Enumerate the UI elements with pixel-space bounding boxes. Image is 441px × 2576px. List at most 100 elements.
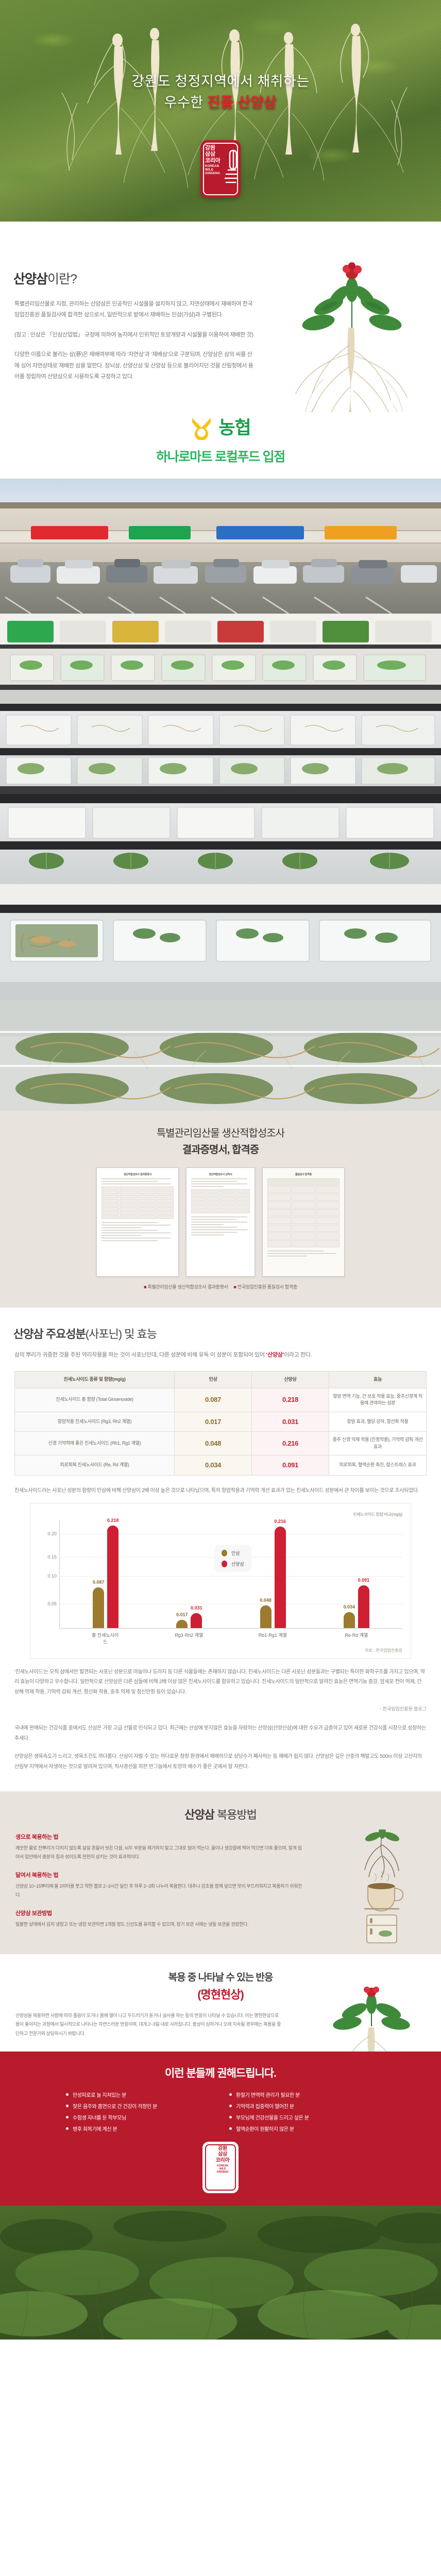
reaction-heading-bold: 복용 중 [168, 1972, 197, 1983]
chart-x-labels: 총 진세노사이드 Rg3·Rh2 계열 Rb1·Rg1 계열 Re·Rd 계열 [59, 1629, 402, 1645]
component-heading-bold: 산양삼 주요성분 [13, 1327, 86, 1341]
cert-doc-1-title: 생산적합성조사 결과증명서 [124, 1173, 151, 1176]
recommend-badge-border [205, 2144, 236, 2191]
forest-floor [0, 2211, 441, 2340]
storage-box-icon [366, 1914, 397, 1944]
article-source: - 한국임업진흥원 블로그 [380, 1706, 427, 1712]
bar-sanyangsam-2: 0.216 [274, 1519, 286, 1628]
badge-en-line-1: KOREAN [205, 164, 219, 168]
chart-title: 진세노사이드 함량 비교(mg/g) [353, 1512, 402, 1517]
article-paragraph-1: ‘진세노사이드’는 오직 삼에서만 발견되는 사포닌 성분으로 마늘이나 도라지… [14, 1669, 425, 1695]
bar-label-insam-0: 0.087 [92, 1579, 105, 1585]
row-2-name: 신경 기억력에 좋은 진세노사이드 (Rb1, Rg1 계열) [14, 1431, 175, 1456]
chart-group-2: 0.048 0.216 [260, 1519, 286, 1628]
nonghyup-section: 농협 하나로마트 로컬푸드 입점 [0, 412, 441, 479]
article-paragraph-2: 국내에 판매되는 건강식품 중에서도 산삼은 가장 고급 선물로 인식되고 있다… [14, 1725, 426, 1741]
recommend-heading: 이런 분들께 권해드립니다. [164, 2067, 277, 2080]
chart-ytick-2: 0.15 [47, 1554, 57, 1560]
component-note: 진세노사이드라는 사포닌 성분의 함량이 인삼에 비해 산양삼이 2배 이상 높… [14, 1487, 419, 1494]
howto-title-0: 생으로 복용하는 법 [15, 1834, 59, 1841]
chart-source: 자료 : 한국임업진흥원 [365, 1648, 402, 1653]
row-2-note: 중추 신경 억제 작용 (진정작용), 기억력 감퇴 개선 효과 [329, 1431, 427, 1456]
product-detail-page: 강원도 청정지역에서 채취하는 우수한 진품 산양삼 강원 삼삼 코리아 KOR… [0, 0, 441, 2340]
badge-ko-line-3: 코리아 [205, 157, 220, 164]
intro-section: 산양삼이란? 특별관리임산물로 지정, 관리하는 산양삼은 인공적인 시설물을 … [0, 222, 441, 412]
ginseng-display-case [0, 884, 441, 1000]
reaction-body: 산양삼을 복용하면 사람에 따라 졸음이 오거나 몸에 열이 나고 두드러기가 … [15, 2012, 281, 2036]
chart-ytick-0: 0.10 [47, 1573, 57, 1579]
cert-caption-text-2: 전국임업진흥원 품질검사 합격증 [237, 1284, 297, 1290]
bar-label-sanyangsam-3: 0.091 [358, 1577, 370, 1583]
bar-label-insam-1: 0.017 [176, 1612, 188, 1618]
component-section: 산양삼 주요성분(사포닌) 및 효능 삼의 뿌리가 귀중한 것을 주된 약리작용… [0, 1307, 441, 1792]
recommend-badge-en-2: GINSENG [216, 2170, 229, 2174]
nonghyup-subtitle: 하나로마트 로컬푸드 입점 [156, 449, 285, 464]
intro-heading-rest: 이란? [47, 272, 77, 286]
recommend-item-7: 혈액순환이 원활하지 않은 분 [229, 2125, 375, 2132]
recommend-list: 만성피로로 늘 지쳐있는 분 환절기 면역력 관리가 필요한 분 잦은 음주와 … [66, 2091, 375, 2132]
badge-border [203, 143, 238, 195]
component-lead-tail: 이라고 한다. [284, 1351, 312, 1358]
nonghyup-logo: 농협 [0, 416, 441, 440]
chart-xtick-2: Rb1·Rg1 계열 [258, 1632, 287, 1638]
chart-plot-area: 0.10 0.05 0.15 0.20 0.087 0.218 0.017 0.… [47, 1518, 402, 1629]
recommend-badge-ko-0: 강원 [218, 2146, 227, 2152]
howto-body-0: 깨끗한 물로 잔뿌리가 다치지 않도록 살살 흔들어 씻은 다음, 뇌두 부분을… [15, 1845, 302, 1860]
chart-bars: 0.087 0.218 0.017 0.031 0.048 0.216 0.03… [60, 1518, 402, 1628]
legend-item-sanyangsam: 산양삼 [222, 1560, 244, 1567]
recommend-badge-ko-1: 삼삼 [218, 2151, 227, 2158]
row-2-value-insam: 0.048 [174, 1431, 252, 1456]
store-roof [0, 502, 441, 509]
row-1-name: 항암작용 진세노사이드 (Rg3, Rh2 계열) [14, 1411, 175, 1432]
intro-paragraph-3: 다양한 이름으로 불리는 삼(蔘)은 재배여부에 따라 ‘자연삼’과 ‘재배삼’… [14, 351, 253, 380]
chart-ytick-3: 0.20 [47, 1531, 57, 1536]
bar-insam-0: 0.087 [93, 1580, 104, 1628]
component-lead: 삼의 뿌리가 귀중한 것을 주된 약리작용을 하는 것이 사포닌인데, 다른 성… [14, 1350, 427, 1361]
cert-caption-text: 특별관리임산물 생산적합성조사 결과증명서 [147, 1284, 228, 1290]
table-row: 신경 기억력에 좋은 진세노사이드 (Rb1, Rg1 계열) 0.048 0.… [14, 1431, 427, 1456]
row-3-note: 피로회복, 혈액순환 촉진, 항스트레스 효과 [329, 1455, 427, 1476]
recommend-section: 이런 분들께 권해드립니다. 만성피로로 늘 지쳐있는 분 환절기 면역력 관리… [0, 2052, 441, 2206]
intro-body: 특별관리임산물로 지정, 관리하는 산양삼은 인공적인 시설물을 설치하지 않고… [14, 299, 257, 383]
forest-footer-photo [0, 2206, 441, 2340]
howto-body-1: 산양삼 10~15뿌리에 물 2리터를 붓고 약한 불로 2~3시간 달인 후 … [15, 1884, 302, 1898]
howto-section: 산양삼 복용방법 생으로 복용하는 법 깨끗한 물로 잔뿌리가 다치지 않도록 … [0, 1791, 441, 1954]
ginseng-roots-photo [61, 24, 408, 189]
row-3-value-insam: 0.034 [174, 1455, 252, 1476]
cert-caption-bullet-2: ■ [229, 1284, 238, 1290]
chart-legend: 인삼 산양삼 [214, 1545, 251, 1572]
chart-xtick-0: 총 진세노사이드 [92, 1632, 119, 1645]
certificate-section: 특별관리임산물 생산적합성조사 결과증명서, 합격증 생산적합성조사 결과증명서 [0, 1110, 441, 1308]
row-0-value-insam: 0.087 [174, 1387, 252, 1412]
howto-body-2: 밀봉한 상태에서 김치 냉장고 또는 냉장 보관하면 1개월 정도 신선도를 유… [15, 1922, 249, 1927]
recommend-item-4: 수험생 자녀를 둔 학부모님 [66, 2113, 212, 2121]
table-header-note: 효능 [329, 1371, 427, 1388]
reaction-section: 복용 중 나타날 수 있는 반응 (명현현상) 산양삼을 복용하면 사람에 따라… [0, 1954, 441, 2052]
certificate-document-1[interactable]: 생산적합성조사 결과증명서 [96, 1167, 179, 1277]
howto-heading-bold: 산양삼 [184, 1808, 215, 1822]
bar-label-sanyangsam-1: 0.031 [191, 1605, 202, 1611]
brand-badge: 강원 삼삼 코리아 KOREAN WILD GINSENG [200, 140, 241, 198]
bar-label-insam-2: 0.048 [260, 1597, 272, 1603]
bar-label-insam-3: 0.034 [343, 1604, 355, 1609]
badge-en-line-3: GINSENG [205, 172, 220, 176]
recommend-item-6: 병후 회복기에 계신 분 [66, 2125, 212, 2132]
row-1-value-insam: 0.017 [174, 1411, 252, 1432]
certificate-document-2[interactable]: 생산적합성조사 성적서 [186, 1167, 255, 1277]
recommend-item-5: 부모님께 건강선물을 드리고 싶은 분 [229, 2113, 375, 2121]
recommend-badge-en-0: KOREAN [217, 2164, 228, 2167]
chart-ytick-1: 0.05 [47, 1601, 57, 1607]
ginsenoside-chart: 진세노사이드 함량 비교(mg/g) 0.10 0.05 0.15 0.20 0… [30, 1502, 411, 1659]
hero-banner: 강원도 청정지역에서 채취하는 우수한 진품 산양삼 [0, 0, 441, 222]
reaction-heading: 복용 중 나타날 수 있는 반응 [0, 1970, 441, 1984]
bar-label-sanyangsam-2: 0.216 [274, 1519, 286, 1524]
cert-title-line-2: 결과증명서, 합격증 [182, 1144, 259, 1156]
packaged-ginseng-trays-2 [0, 793, 441, 870]
legend-item-insam: 인삼 [222, 1549, 244, 1556]
table-row: 피로회복 진세노사이드 (Re, Rd 계열) 0.034 0.091 피로회복… [14, 1455, 427, 1476]
reaction-subtitle: (명현현상) [197, 1988, 244, 2001]
refrigerated-shelf-photo-2 [0, 793, 441, 884]
nonghyup-wordmark: 농협 [218, 418, 251, 438]
bar-sanyangsam-0: 0.218 [107, 1518, 118, 1628]
certificate-document-3[interactable]: 품질검사 합격증 [262, 1167, 345, 1277]
